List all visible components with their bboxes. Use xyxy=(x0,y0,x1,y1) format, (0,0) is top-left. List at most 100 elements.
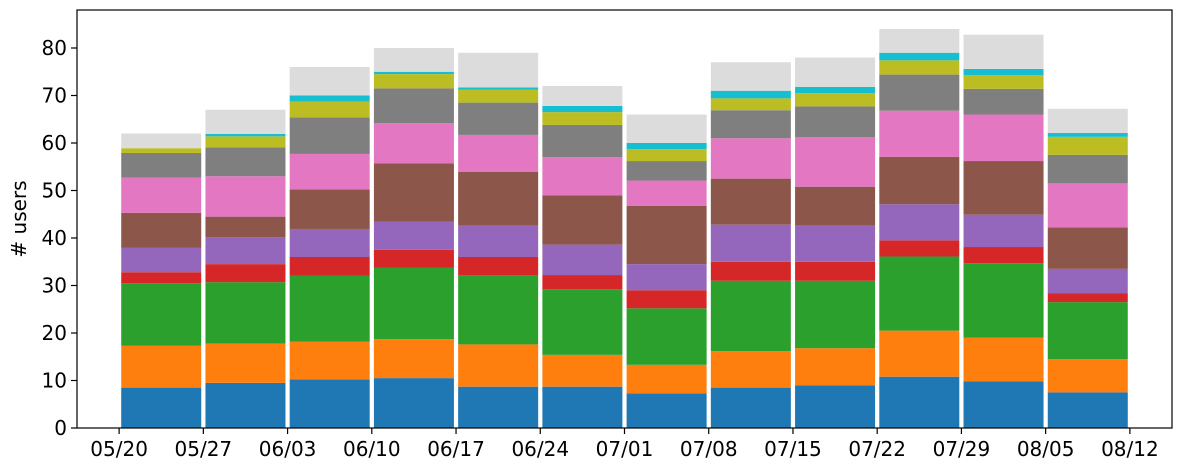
bar-segment xyxy=(1047,302,1128,360)
bar-segment xyxy=(710,62,791,91)
bar-segment xyxy=(542,244,623,276)
bar-segment xyxy=(1047,268,1128,294)
bar-segment xyxy=(205,147,286,177)
bar-segment xyxy=(289,95,370,102)
bar-segment xyxy=(710,351,791,388)
bar-segment xyxy=(963,34,1044,69)
bar-segment xyxy=(710,224,791,262)
bar-segment xyxy=(121,387,202,428)
bar-segment xyxy=(1047,227,1128,269)
bar-segment xyxy=(1047,359,1128,393)
bar-segment xyxy=(626,143,707,150)
bar-segment xyxy=(626,114,707,143)
bar-segment xyxy=(879,60,960,75)
bar-segment xyxy=(205,109,286,134)
bar-segment xyxy=(795,225,876,262)
bar-segment xyxy=(1047,108,1128,134)
bar-segment xyxy=(121,148,202,153)
bar-segment xyxy=(458,257,539,276)
bar-segment xyxy=(289,67,370,96)
bar-segment xyxy=(121,152,202,178)
bar-segment xyxy=(373,88,454,124)
bar-segment xyxy=(795,57,876,87)
bar-segment xyxy=(963,381,1044,428)
bar-segment xyxy=(710,138,791,179)
bar-segment xyxy=(542,86,623,106)
bar-segment xyxy=(963,88,1044,115)
bar-segment xyxy=(458,52,539,88)
bar-segment xyxy=(458,275,539,345)
x-tick-label: 07/08 xyxy=(680,437,738,461)
bar-segment xyxy=(963,161,1044,215)
bar-segment xyxy=(289,228,370,257)
bar-segment xyxy=(626,308,707,365)
bar-segment xyxy=(1047,136,1128,155)
bar-segment xyxy=(710,280,791,352)
bar-segment xyxy=(795,280,876,349)
bar-segment xyxy=(879,256,960,331)
bar-segment xyxy=(542,157,623,196)
bar-segment xyxy=(626,264,707,291)
bar-segment xyxy=(289,379,370,428)
bar-segment xyxy=(373,48,454,72)
bar-segment xyxy=(205,237,286,265)
bar-segment xyxy=(373,71,454,75)
bar-segment xyxy=(121,177,202,213)
bar-segment xyxy=(121,133,202,149)
x-tick-label: 05/27 xyxy=(175,437,233,461)
bar-segment xyxy=(458,344,539,387)
bar-segment xyxy=(710,98,791,111)
bar-segment xyxy=(289,101,370,118)
bar-segment xyxy=(373,123,454,164)
bar-segment xyxy=(458,134,539,172)
x-axis: 05/20 05/27 06/03 06/10 06/17 06/24 07/01 07/08… xyxy=(90,428,1159,461)
bar-segment xyxy=(121,247,202,273)
y-axis-label: # users xyxy=(7,180,31,257)
bar-segment xyxy=(626,180,707,206)
x-tick-label: 07/22 xyxy=(848,437,906,461)
bar-segment xyxy=(205,343,286,383)
bar-segment xyxy=(795,86,876,94)
x-tick-label: 06/03 xyxy=(259,437,317,461)
bar-segment xyxy=(121,212,202,248)
x-tick-label: 05/20 xyxy=(90,437,148,461)
bar-segment xyxy=(205,216,286,238)
bar-segment xyxy=(626,205,707,265)
bar-segment xyxy=(626,149,707,162)
bar-segment xyxy=(542,112,623,125)
bar-segment xyxy=(879,74,960,111)
x-tick-label: 06/17 xyxy=(427,437,485,461)
bar-segment xyxy=(626,393,707,428)
bar-segment xyxy=(205,176,286,217)
x-tick-label: 07/01 xyxy=(596,437,654,461)
bar-segment xyxy=(289,189,370,229)
bar-segment xyxy=(373,163,454,222)
bar-segment xyxy=(879,52,960,61)
x-tick-label: 07/15 xyxy=(764,437,822,461)
bar-segment xyxy=(795,93,876,107)
x-tick-label: 07/29 xyxy=(933,437,991,461)
bar-segment xyxy=(879,330,960,377)
bar-segment xyxy=(205,282,286,344)
y-tick-label: 40 xyxy=(42,226,67,250)
bar-segment xyxy=(1047,133,1128,137)
bar-segment xyxy=(458,225,539,257)
bar-segment xyxy=(710,110,791,139)
bar-segment xyxy=(121,272,202,284)
bar-segment xyxy=(458,386,539,428)
bar-segment xyxy=(963,263,1044,338)
bar-segment xyxy=(121,283,202,346)
bar-segment xyxy=(710,90,791,99)
bar-segment xyxy=(458,87,539,90)
bar-segment xyxy=(289,153,370,190)
bar-segment xyxy=(1047,154,1128,184)
y-tick-label: 10 xyxy=(42,369,67,393)
bar-segment xyxy=(542,354,623,387)
bar-segment xyxy=(373,378,454,428)
bar-segment xyxy=(289,341,370,380)
bar-segment xyxy=(626,364,707,394)
y-tick-label: 80 xyxy=(42,36,67,60)
bar-segment xyxy=(542,124,623,158)
bar-segment xyxy=(1047,293,1128,303)
bar-segment xyxy=(710,261,791,281)
